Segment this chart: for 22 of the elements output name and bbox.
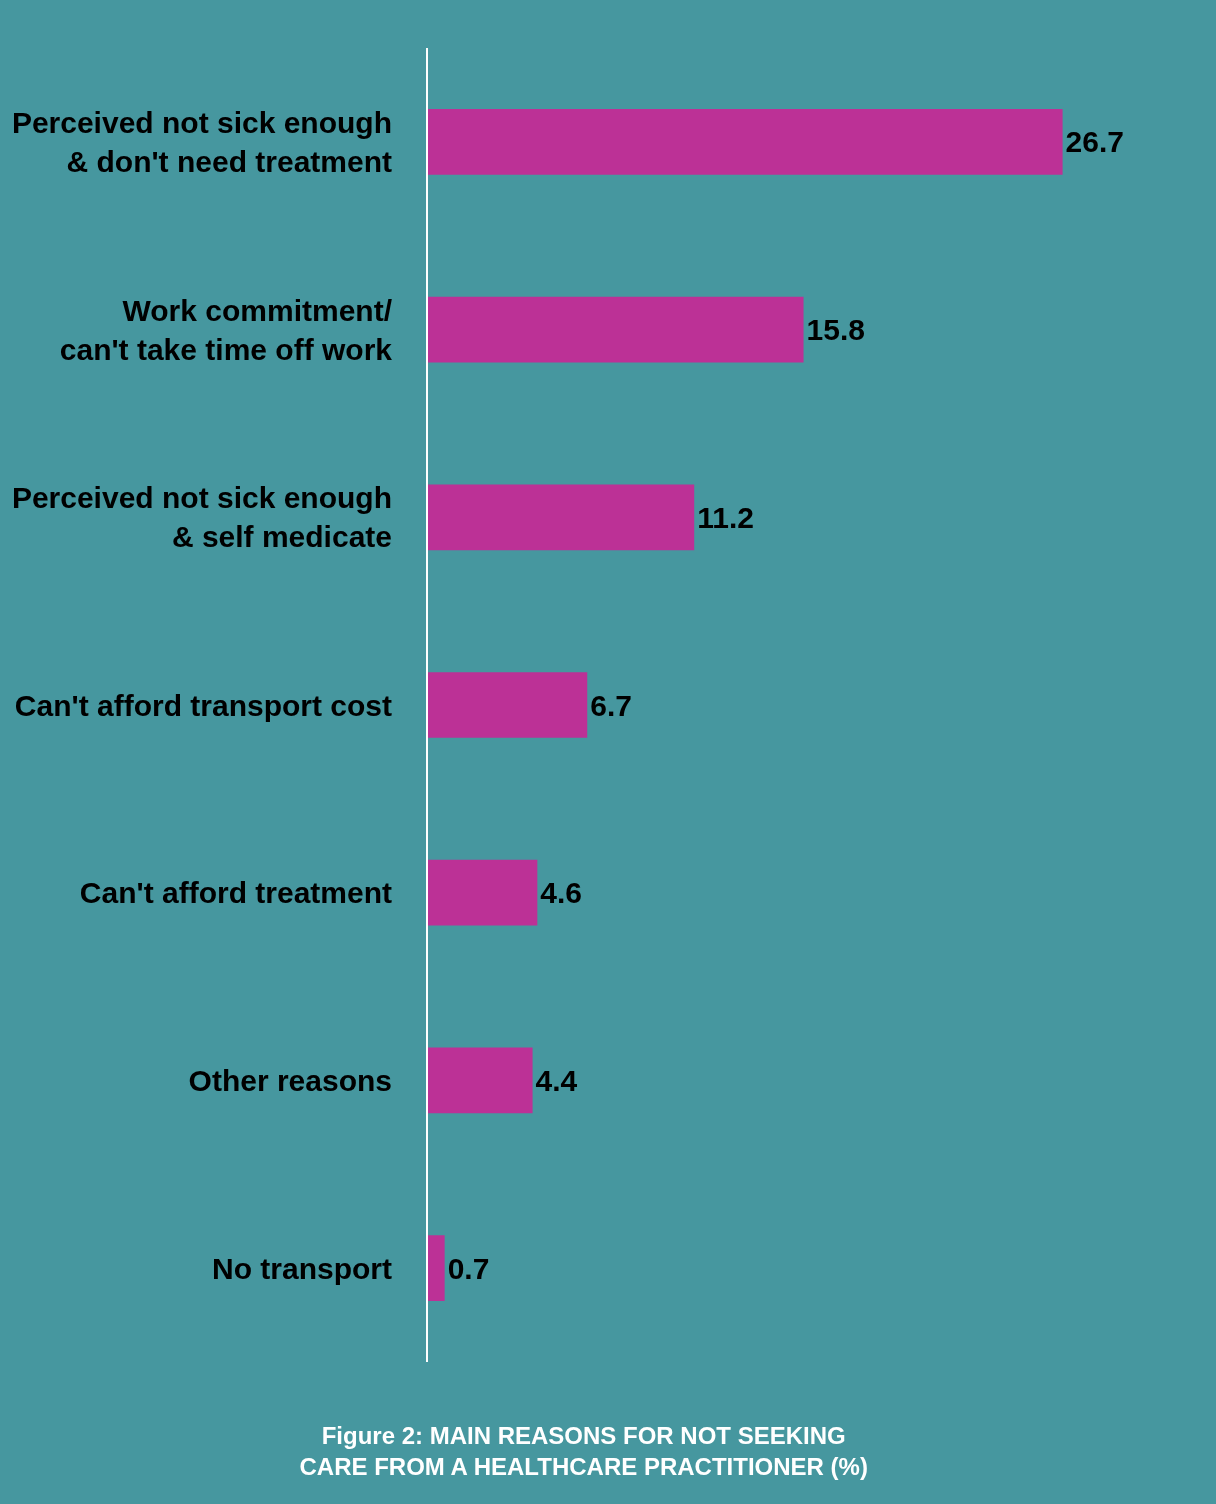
bar <box>428 484 695 551</box>
data-label: 11.2 <box>697 500 754 534</box>
data-label: 4.6 <box>540 876 583 910</box>
text: Figure 2: MAIN REASONS FOR NOT SEEKING CARE FROM A HEALTHCARE PRACTITIONER (%) <box>299 1421 868 1481</box>
data-label: 4.4 <box>535 1063 578 1097</box>
bar <box>428 109 1063 175</box>
y-tick-label: Perceived not sick enough & don't need treatment <box>11 105 392 178</box>
bar <box>428 672 588 738</box>
data-label: 15.8 <box>806 313 865 347</box>
y-tick-label: Can't afford treatment <box>79 876 392 910</box>
y-tick-label: No transport <box>212 1251 393 1285</box>
bar <box>428 296 804 363</box>
bar <box>428 1235 445 1301</box>
y-tick-label: Other reasons <box>188 1063 392 1097</box>
y-tick-label: Perceived not sick enough & self medicate <box>11 481 392 554</box>
bar <box>428 859 538 926</box>
data-label: 26.7 <box>1065 125 1124 159</box>
y-tick-label: Work commitment/ can't take time off work <box>59 293 393 366</box>
data-label: 0.7 <box>447 1251 490 1285</box>
y-tick-label: Can't afford transport cost <box>14 688 393 722</box>
data-label: 6.7 <box>590 688 632 722</box>
bar <box>428 1047 533 1114</box>
